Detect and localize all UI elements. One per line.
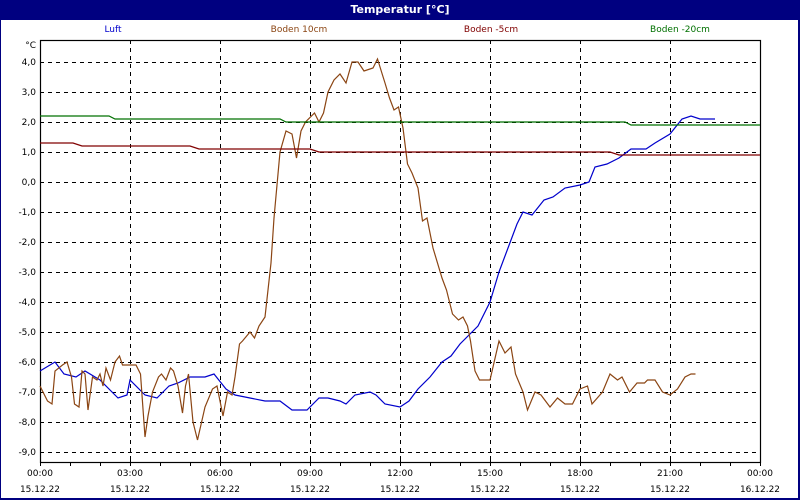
x-tick-date: 15.12.22 — [380, 485, 420, 495]
x-tick-time: 12:00 — [387, 469, 413, 479]
x-tick-date: 15.12.22 — [560, 485, 600, 495]
x-tick-date: 15.12.22 — [650, 485, 690, 495]
y-tick-label: 1,0 — [22, 148, 37, 158]
x-tick-date: 15.12.22 — [290, 485, 330, 495]
y-tick-label: 3,0 — [22, 88, 37, 98]
y-unit-label: °C — [25, 41, 36, 51]
y-tick-label: 0,0 — [22, 178, 37, 188]
x-tick-time: 09:00 — [297, 469, 323, 479]
chart-panel — [1, 20, 798, 498]
x-tick-time: 00:00 — [27, 469, 53, 479]
x-tick-time: 06:00 — [207, 469, 233, 479]
x-tick-date: 15.12.22 — [20, 485, 60, 495]
x-tick-time: 00:00 — [747, 469, 773, 479]
y-tick-label: 2,0 — [22, 118, 37, 128]
x-tick-date: 15.12.22 — [470, 485, 510, 495]
y-tick-label: -1,0 — [18, 208, 36, 218]
series-boden-20cm — [40, 115, 760, 126]
x-tick-time: 21:00 — [657, 469, 683, 479]
y-tick-label: -8,0 — [18, 418, 36, 428]
x-tick-time: 03:00 — [117, 469, 143, 479]
x-tick-date: 15.12.22 — [110, 485, 150, 495]
y-tick-label: -4,0 — [18, 298, 36, 308]
series-boden-5cm — [40, 142, 760, 156]
x-tick-date: 15.12.22 — [200, 485, 240, 495]
y-tick-label: -5,0 — [18, 328, 36, 338]
y-tick-label: -7,0 — [18, 388, 36, 398]
y-tick-label: -2,0 — [18, 238, 36, 248]
y-tick-label: -6,0 — [18, 358, 36, 368]
legend-item-boden-20cm: Boden -20cm — [650, 25, 710, 35]
series-boden-10cm — [39, 57, 696, 441]
legend-item-boden-5cm: Boden -5cm — [463, 25, 519, 35]
y-tick-label: -3,0 — [18, 268, 36, 278]
x-tick-date: 16.12.22 — [740, 485, 780, 495]
y-tick-label: 4,0 — [22, 58, 37, 68]
x-tick-time: 15:00 — [477, 469, 503, 479]
chart-title: Temperatur [°C] — [350, 3, 450, 16]
series-luft — [39, 115, 715, 411]
legend-item-boden-10cm: Boden 10cm — [270, 25, 328, 35]
legend: Luft Boden 10cm Boden -5cm Boden -20cm — [0, 21, 800, 39]
x-tick-time: 18:00 — [567, 469, 593, 479]
y-tick-label: -9,0 — [18, 448, 36, 458]
legend-item-luft: Luft — [104, 25, 122, 35]
